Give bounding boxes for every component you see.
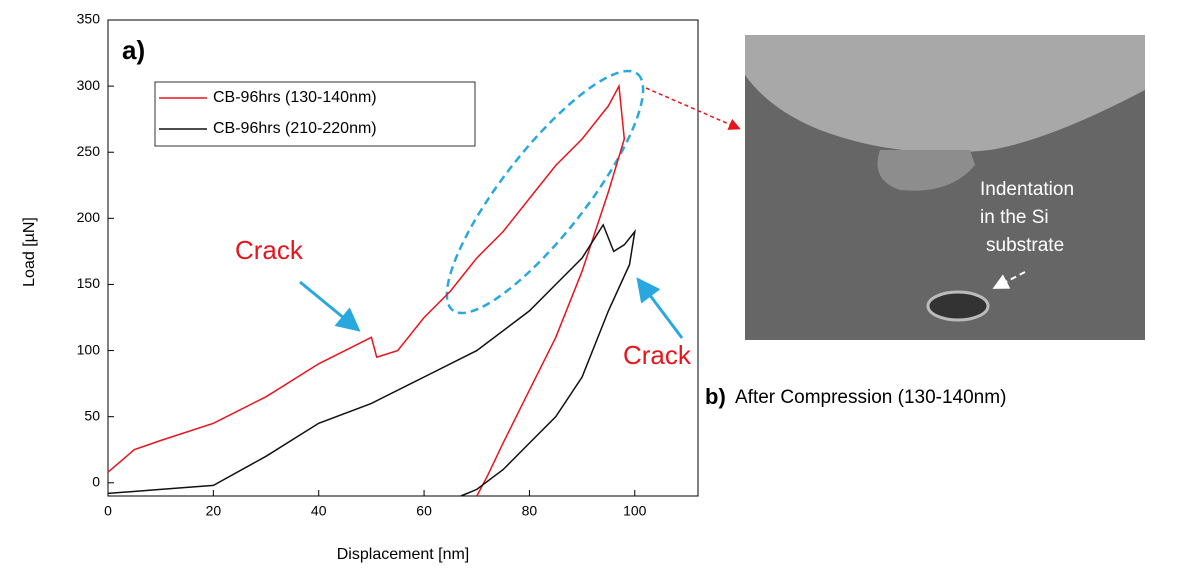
y-tick-label: 150 bbox=[77, 275, 101, 291]
y-axis-label: Load [µN] bbox=[21, 217, 38, 287]
legend-label: CB-96hrs (130-140nm) bbox=[213, 89, 377, 106]
x-tick-label: 40 bbox=[311, 503, 327, 519]
indentation bbox=[926, 290, 990, 322]
arrow bbox=[992, 271, 1026, 289]
plot-frame bbox=[107, 19, 699, 497]
y-tick-label: 200 bbox=[77, 209, 101, 225]
pillar-tip bbox=[877, 150, 975, 191]
crack-label: Crack bbox=[623, 340, 692, 370]
legend-box bbox=[154, 81, 476, 147]
arrow bbox=[299, 280, 361, 332]
y-tick-label: 250 bbox=[77, 143, 101, 159]
pillar bbox=[745, 35, 1145, 153]
x-axis-label: Displacement [nm] bbox=[337, 546, 470, 563]
arrow bbox=[645, 87, 741, 130]
image-caption: After Compression (130-140nm) bbox=[735, 387, 1006, 408]
y-tick-label: 350 bbox=[77, 11, 101, 27]
arrow bbox=[636, 277, 684, 339]
panel-label: b) bbox=[705, 384, 726, 409]
data-line bbox=[107, 83, 626, 497]
image-annotation: Indentation bbox=[980, 179, 1074, 200]
y-tick-label: 100 bbox=[77, 341, 101, 357]
x-tick-label: 100 bbox=[623, 503, 647, 519]
x-tick-label: 0 bbox=[104, 503, 112, 519]
y-tick-label: 0 bbox=[92, 473, 100, 489]
y-tick-label: 50 bbox=[84, 407, 100, 423]
image-annotation: in the Si bbox=[980, 207, 1049, 228]
sem-image: Indentation in the Si substrate bbox=[745, 35, 1145, 340]
image-annotation: substrate bbox=[986, 235, 1064, 256]
crack-label: Crack bbox=[235, 235, 304, 265]
x-tick-label: 80 bbox=[522, 503, 538, 519]
legend-label: CB-96hrs (210-220nm) bbox=[213, 120, 377, 137]
highlight-ellipse bbox=[445, 69, 645, 315]
y-tick-label: 300 bbox=[77, 77, 101, 93]
panel-label: a) bbox=[122, 35, 145, 65]
x-tick-label: 20 bbox=[206, 503, 222, 519]
data-line bbox=[107, 223, 636, 497]
x-tick-label: 60 bbox=[416, 503, 432, 519]
